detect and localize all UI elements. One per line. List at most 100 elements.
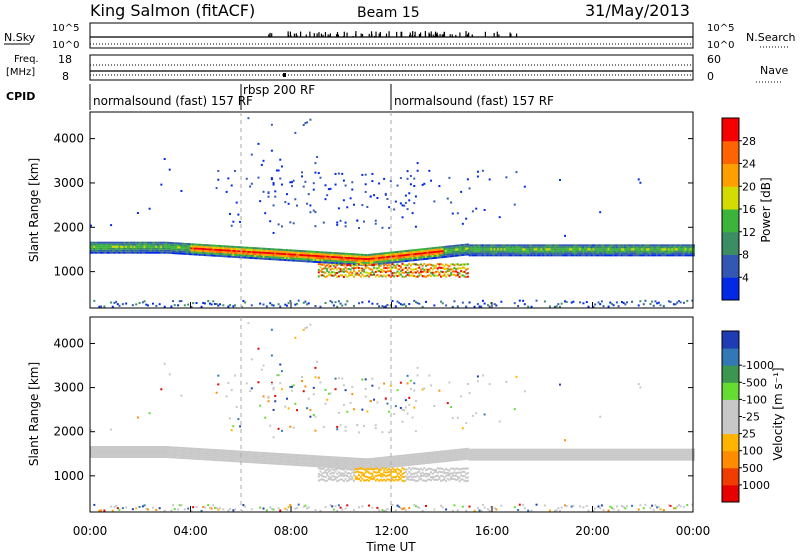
velocity-cell: [103, 509, 106, 512]
velocity-cell: [339, 460, 342, 463]
velocity-cell: [267, 456, 270, 459]
velocity-cell: [351, 465, 354, 468]
velocity-cell: [399, 381, 402, 384]
velocity-cell: [138, 453, 141, 456]
power-cell: [130, 251, 133, 254]
velocity-cell: [182, 451, 185, 454]
power-cell: [314, 254, 317, 257]
power-cell: [602, 305, 605, 308]
power-cell: [242, 300, 245, 303]
velocity-cell: [378, 387, 381, 390]
velocity-cell: [337, 411, 340, 414]
power-cell: [565, 246, 568, 249]
power-cell: [570, 254, 573, 257]
velocity-cell: [414, 480, 417, 483]
power-cell: [327, 257, 330, 260]
power-cell: [411, 251, 414, 254]
power-cell: [322, 253, 325, 256]
velocity-cell: [195, 451, 198, 454]
power-cell: [381, 254, 384, 257]
power-cell: [240, 252, 243, 255]
velocity-cell: [336, 468, 339, 471]
velocity-cell: [307, 397, 310, 400]
power-cell: [636, 252, 639, 255]
velocity-cell: [383, 382, 386, 385]
power-cell: [597, 252, 600, 255]
power-cell: [483, 208, 486, 211]
power-cell: [532, 252, 535, 255]
velocity-cell: [436, 452, 439, 455]
power-cell: [413, 275, 416, 278]
velocity-cell: [101, 446, 104, 449]
power-cell: [280, 256, 283, 259]
power-cell: [337, 300, 340, 303]
velocity-cell: [90, 453, 92, 456]
velocity-cell: [431, 468, 434, 471]
velocity-cell: [100, 455, 103, 458]
velocity-cell: [202, 454, 205, 457]
power-cell: [358, 267, 360, 270]
power-cell: [299, 257, 302, 260]
velocity-cell: [349, 463, 352, 466]
velocity-cell: [401, 473, 404, 476]
velocity-cell: [95, 453, 97, 456]
power-cell: [527, 252, 530, 255]
velocity-cell: [296, 464, 298, 466]
velocity-cell: [329, 460, 332, 463]
power-cell: [319, 263, 322, 266]
velocity-cell: [229, 457, 231, 460]
power-cell: [399, 260, 402, 263]
velocity-cell: [351, 463, 354, 466]
power-cell: [284, 257, 287, 260]
power-cell: [356, 259, 359, 262]
power-cell: [468, 301, 471, 304]
power-cell: [294, 131, 297, 134]
power-cell: [178, 248, 181, 251]
velocity-cell: [173, 448, 176, 451]
velocity-cell: [291, 463, 293, 466]
power-cell: [363, 253, 365, 256]
velocity-cell: [240, 509, 243, 512]
velocity-cell: [289, 463, 292, 466]
power-cell: [425, 249, 427, 252]
velocity-cell: [341, 460, 344, 463]
velocity-cell: [227, 382, 230, 385]
power-cell: [358, 257, 360, 260]
velocity-cell: [291, 385, 293, 388]
velocity-cell: [242, 456, 245, 459]
velocity-cell: [145, 448, 148, 451]
power-cell: [190, 243, 193, 246]
nsky-spike: [370, 31, 373, 37]
power-cell: [106, 241, 109, 244]
power-cell: [642, 246, 645, 249]
velocity-cell: [421, 454, 424, 457]
power-cell: [480, 248, 483, 251]
velocity-cell: [389, 474, 392, 477]
power-cell: [582, 248, 585, 251]
velocity-cell: [259, 451, 262, 454]
velocity-cell: [111, 453, 114, 456]
power-cell: [406, 255, 409, 258]
velocity-cell: [421, 458, 424, 461]
power-cell: [208, 302, 211, 305]
power-cell: [555, 246, 558, 249]
power-cell: [579, 246, 582, 249]
velocity-cell: [436, 456, 439, 459]
velocity-cell: [376, 467, 379, 470]
power-cell: [677, 250, 680, 253]
power-cell: [190, 247, 193, 250]
power-cell: [312, 260, 315, 263]
power-cell: [202, 243, 205, 246]
velocity-cell: [218, 457, 221, 460]
velocity-cell: [351, 393, 354, 396]
power-cell: [441, 252, 444, 255]
power-cell: [110, 247, 113, 250]
velocity-cell: [227, 457, 230, 460]
power-cell: [423, 182, 426, 185]
power-cell: [376, 270, 379, 273]
power-cell: [180, 189, 183, 192]
power-cell: [411, 253, 414, 256]
power-cell: [332, 260, 335, 263]
power-cell: [512, 248, 515, 251]
